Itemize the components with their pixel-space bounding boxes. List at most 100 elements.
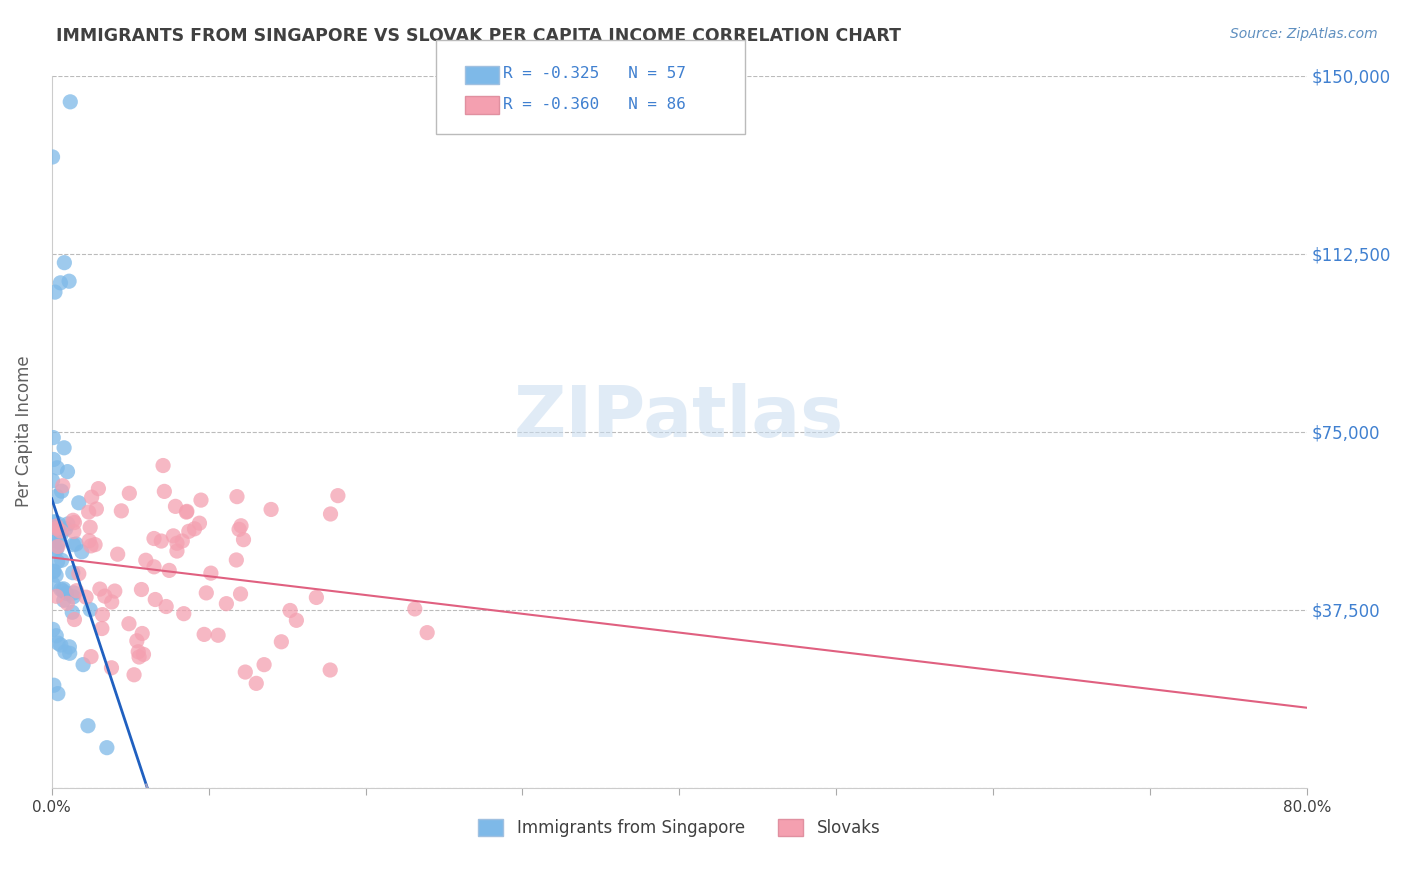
Slovaks — [46, 540, 69, 554]
Immigrants from Singapore — [45, 543, 67, 558]
Slovaks — [193, 627, 215, 641]
Slovaks — [166, 536, 188, 550]
Immigrants from Singapore — [62, 538, 84, 552]
Immigrants from Singapore — [46, 687, 69, 701]
Slovaks — [404, 602, 426, 616]
Slovaks — [49, 524, 72, 538]
Immigrants from Singapore — [72, 657, 94, 672]
Slovaks — [94, 589, 117, 603]
Immigrants from Singapore — [45, 541, 67, 556]
Immigrants from Singapore — [41, 474, 63, 488]
Slovaks — [173, 607, 195, 621]
Immigrants from Singapore — [42, 565, 65, 579]
Slovaks — [125, 633, 148, 648]
Slovaks — [100, 661, 122, 675]
Slovaks — [80, 539, 103, 553]
Slovaks — [75, 590, 97, 604]
Slovaks — [77, 505, 100, 519]
Slovaks — [150, 534, 173, 549]
Immigrants from Singapore — [42, 623, 65, 637]
Immigrants from Singapore — [51, 553, 73, 567]
Immigrants from Singapore — [62, 590, 84, 604]
Immigrants from Singapore — [52, 584, 75, 599]
Slovaks — [172, 534, 194, 549]
Slovaks — [110, 504, 132, 518]
Slovaks — [89, 582, 111, 596]
Immigrants from Singapore — [44, 530, 66, 544]
Slovaks — [118, 486, 141, 500]
Slovaks — [90, 622, 112, 636]
Slovaks — [165, 500, 187, 514]
Slovaks — [63, 516, 86, 530]
Immigrants from Singapore — [49, 582, 72, 597]
Slovaks — [84, 538, 107, 552]
Immigrants from Singapore — [45, 568, 67, 582]
Immigrants from Singapore — [53, 645, 76, 659]
Immigrants from Singapore — [65, 537, 87, 551]
Text: IMMIGRANTS FROM SINGAPORE VS SLOVAK PER CAPITA INCOME CORRELATION CHART: IMMIGRANTS FROM SINGAPORE VS SLOVAK PER … — [56, 27, 901, 45]
Immigrants from Singapore — [56, 465, 79, 479]
Slovaks — [45, 521, 67, 535]
Immigrants from Singapore — [48, 517, 70, 532]
Immigrants from Singapore — [58, 640, 80, 654]
Immigrants from Singapore — [42, 431, 65, 445]
Slovaks — [143, 559, 166, 574]
Immigrants from Singapore — [58, 274, 80, 288]
Slovaks — [87, 482, 110, 496]
Immigrants from Singapore — [56, 516, 79, 531]
Immigrants from Singapore — [46, 554, 69, 568]
Slovaks — [135, 553, 157, 567]
Text: ZIPatlas: ZIPatlas — [515, 383, 845, 452]
Immigrants from Singapore — [46, 636, 69, 650]
Immigrants from Singapore — [52, 593, 75, 607]
Slovaks — [270, 634, 292, 648]
Immigrants from Singapore — [53, 441, 76, 455]
Slovaks — [80, 490, 103, 504]
Slovaks — [319, 507, 342, 521]
Slovaks — [91, 607, 114, 622]
Slovaks — [131, 626, 153, 640]
Slovaks — [305, 591, 328, 605]
Text: R = -0.325   N = 57: R = -0.325 N = 57 — [503, 66, 686, 81]
Slovaks — [260, 502, 283, 516]
Slovaks — [166, 544, 188, 558]
Immigrants from Singapore — [70, 545, 93, 559]
Slovaks — [188, 516, 211, 531]
Immigrants from Singapore — [51, 484, 73, 499]
Slovaks — [200, 566, 222, 581]
Y-axis label: Per Capita Income: Per Capita Income — [15, 356, 32, 508]
Slovaks — [326, 489, 349, 503]
Slovaks — [229, 587, 252, 601]
Slovaks — [228, 522, 250, 536]
Slovaks — [215, 597, 238, 611]
Slovaks — [79, 520, 101, 534]
Immigrants from Singapore — [63, 586, 86, 600]
Slovaks — [176, 504, 198, 518]
Slovaks — [67, 566, 90, 581]
Immigrants from Singapore — [46, 460, 69, 475]
Slovaks — [153, 484, 176, 499]
Slovaks — [232, 533, 254, 547]
Immigrants from Singapore — [42, 564, 65, 578]
Slovaks — [226, 490, 249, 504]
Slovaks — [86, 502, 108, 516]
Slovaks — [118, 616, 141, 631]
Slovaks — [190, 493, 212, 508]
Slovaks — [122, 667, 145, 681]
Slovaks — [62, 513, 84, 527]
Slovaks — [77, 533, 100, 548]
Slovaks — [177, 524, 200, 539]
Slovaks — [229, 518, 252, 533]
Immigrants from Singapore — [55, 522, 77, 536]
Immigrants from Singapore — [42, 678, 65, 692]
Immigrants from Singapore — [42, 515, 65, 529]
Immigrants from Singapore — [52, 582, 75, 596]
Slovaks — [162, 529, 184, 543]
Immigrants from Singapore — [42, 577, 65, 591]
Slovaks — [176, 505, 198, 519]
Slovaks — [143, 592, 166, 607]
Slovaks — [80, 649, 103, 664]
Immigrants from Singapore — [45, 489, 67, 503]
Immigrants from Singapore — [41, 533, 63, 548]
Immigrants from Singapore — [49, 527, 72, 541]
